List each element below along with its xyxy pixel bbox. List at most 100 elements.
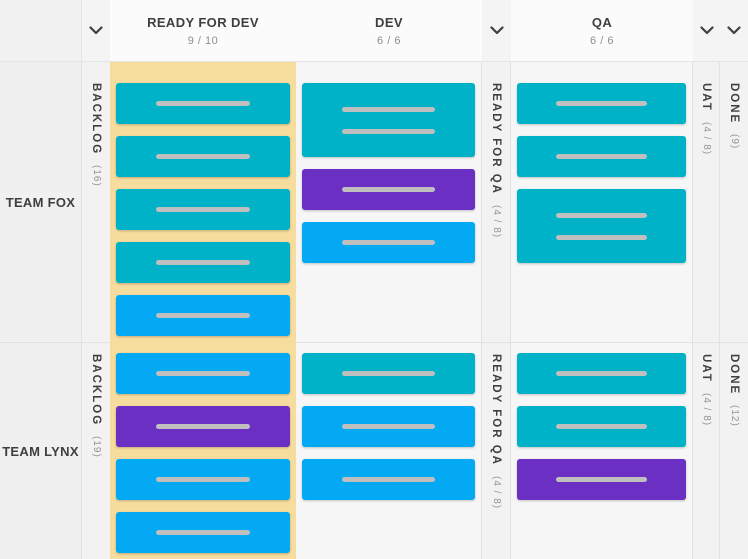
collapsed-column-label-ready-for-qa[interactable]: READY FOR QA (4 / 8) <box>490 83 502 342</box>
kanban-card[interactable] <box>302 406 475 447</box>
column-header-ready-for-qa-collapsed <box>482 0 511 62</box>
column-header-qa: QA 6 / 6 <box>511 0 693 62</box>
kanban-card[interactable] <box>116 136 290 177</box>
card-text-placeholder <box>341 240 436 245</box>
kanban-card[interactable] <box>517 406 686 447</box>
kanban-card[interactable] <box>116 459 290 500</box>
card-list <box>511 62 692 263</box>
card-text-placeholder <box>555 477 648 482</box>
collapsed-column-title: READY FOR QA <box>490 354 502 466</box>
collapsed-column-done-team-lynx: DONE (12) <box>720 343 748 559</box>
card-list <box>296 62 481 263</box>
card-text-placeholder <box>156 260 250 265</box>
collapsed-column-title: READY FOR QA <box>490 83 502 195</box>
kanban-card[interactable] <box>116 512 290 553</box>
swimlane-title: TEAM LYNX <box>2 443 79 459</box>
chevron-down-icon <box>89 23 103 38</box>
header-corner <box>0 0 82 62</box>
card-text-placeholder <box>156 154 250 159</box>
kanban-card[interactable] <box>116 353 290 394</box>
kanban-card[interactable] <box>517 353 686 394</box>
kanban-card[interactable] <box>116 189 290 230</box>
column-title-qa: QA <box>591 14 613 30</box>
column-dev-team-lynx <box>296 343 482 559</box>
column-dev-team-fox <box>296 62 482 343</box>
kanban-card[interactable] <box>302 222 475 263</box>
card-text-placeholder <box>555 212 648 218</box>
chevron-down-icon <box>699 23 714 38</box>
card-list <box>110 62 296 336</box>
kanban-card[interactable] <box>517 83 686 124</box>
collapsed-column-title: UAT <box>700 354 712 383</box>
column-wip-count-dev: 6 / 6 <box>377 34 401 47</box>
column-wip-count-ready-for-dev: 9 / 10 <box>187 34 219 47</box>
card-text-placeholder <box>555 234 648 240</box>
collapsed-column-label-backlog[interactable]: BACKLOG (19) <box>90 354 102 559</box>
card-text-placeholder <box>555 371 648 376</box>
column-title-ready-for-dev: READY FOR DEV <box>147 14 259 30</box>
expand-ready-for-qa-button[interactable] <box>486 19 508 42</box>
column-wip-count-qa: 6 / 6 <box>590 34 614 47</box>
collapsed-column-backlog-team-lynx: BACKLOG (19) <box>82 343 110 559</box>
collapsed-column-label-backlog[interactable]: BACKLOG (16) <box>90 83 102 342</box>
card-text-placeholder <box>341 106 436 112</box>
kanban-card[interactable] <box>302 353 475 394</box>
card-text-placeholder <box>156 424 250 429</box>
card-text-placeholder <box>341 128 436 134</box>
collapsed-column-count: (4 / 8) <box>701 121 712 155</box>
card-text-placeholder <box>341 187 436 192</box>
card-list <box>110 343 296 553</box>
kanban-card[interactable] <box>302 459 475 500</box>
collapsed-column-count: (19) <box>91 436 102 458</box>
collapsed-column-uat-team-fox: UAT (4 / 8) <box>693 62 720 343</box>
collapsed-column-label-done[interactable]: DONE (12) <box>728 354 740 559</box>
collapsed-column-title: DONE <box>728 83 740 125</box>
card-text-placeholder <box>341 371 436 376</box>
kanban-card[interactable] <box>116 242 290 283</box>
collapsed-column-title: DONE <box>728 354 740 396</box>
kanban-card[interactable] <box>517 459 686 500</box>
kanban-card[interactable] <box>302 169 475 210</box>
card-text-placeholder <box>156 477 250 482</box>
expand-uat-button[interactable] <box>696 19 718 42</box>
card-text-placeholder <box>156 101 250 106</box>
collapsed-column-backlog-team-fox: BACKLOG (16) <box>82 62 110 343</box>
collapsed-column-label-uat[interactable]: UAT (4 / 8) <box>700 83 712 342</box>
collapsed-column-count: (4 / 8) <box>491 204 502 239</box>
card-text-placeholder <box>555 424 648 429</box>
column-title-dev: DEV <box>375 14 403 30</box>
kanban-card[interactable] <box>517 189 686 263</box>
kanban-card[interactable] <box>116 83 290 124</box>
expand-done-button[interactable] <box>723 19 745 42</box>
kanban-card[interactable] <box>302 83 475 157</box>
column-header-dev: DEV 6 / 6 <box>296 0 482 62</box>
card-list <box>296 343 481 500</box>
collapsed-column-count: (16) <box>91 165 102 187</box>
kanban-card[interactable] <box>517 136 686 177</box>
collapsed-column-count: (4 / 8) <box>491 475 502 510</box>
column-ready-for-dev-team-lynx <box>110 343 296 559</box>
column-header-done-collapsed <box>720 0 748 62</box>
collapsed-column-label-ready-for-qa[interactable]: READY FOR QA (4 / 8) <box>490 354 502 559</box>
collapsed-column-ready-for-qa-team-lynx: READY FOR QA (4 / 8) <box>482 343 511 559</box>
swimlane-title: TEAM FOX <box>5 194 76 210</box>
column-header-ready-for-dev: READY FOR DEV 9 / 10 <box>110 0 296 62</box>
card-text-placeholder <box>341 424 436 429</box>
card-text-placeholder <box>555 154 648 159</box>
collapsed-column-ready-for-qa-team-fox: READY FOR QA (4 / 8) <box>482 62 511 343</box>
chevron-down-icon <box>727 23 741 38</box>
collapsed-column-count: (12) <box>729 405 740 428</box>
collapsed-column-label-uat[interactable]: UAT (4 / 8) <box>700 354 712 559</box>
card-text-placeholder <box>156 530 250 535</box>
collapsed-column-title: UAT <box>700 83 712 112</box>
collapsed-column-label-done[interactable]: DONE (9) <box>728 83 740 342</box>
card-text-placeholder <box>555 101 648 106</box>
kanban-card[interactable] <box>116 406 290 447</box>
expand-backlog-button[interactable] <box>85 19 107 42</box>
column-ready-for-dev-team-fox <box>110 62 296 343</box>
kanban-card[interactable] <box>116 295 290 336</box>
card-text-placeholder <box>156 313 250 318</box>
card-list <box>511 343 692 500</box>
column-qa-team-lynx <box>511 343 693 559</box>
